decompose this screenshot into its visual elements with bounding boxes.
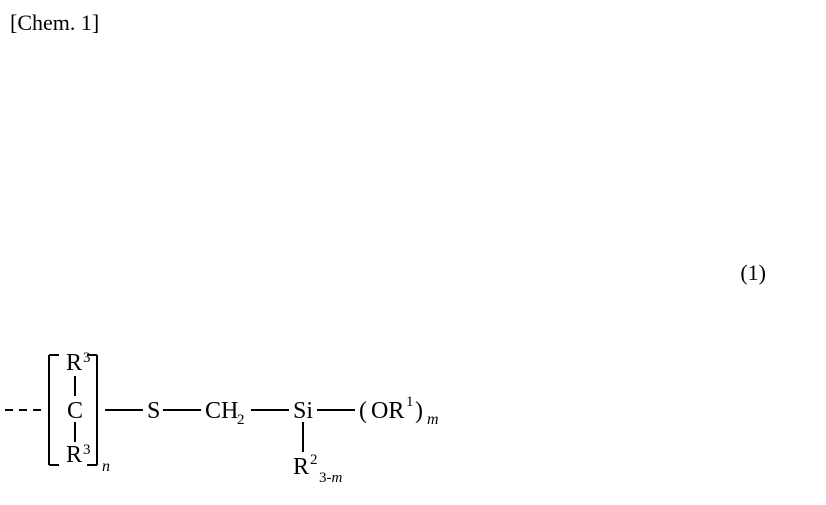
svg-text:m: m — [427, 411, 439, 428]
svg-text:1: 1 — [406, 394, 414, 410]
svg-text:R: R — [293, 454, 309, 480]
chemical-structure-diagram: R3CR3nSCH2Si(OR1)mR23-m — [0, 300, 600, 505]
svg-text:3: 3 — [83, 442, 91, 458]
chem-label: [Chem. 1] — [10, 10, 99, 36]
svg-text:(: ( — [359, 398, 367, 424]
svg-text:2: 2 — [237, 412, 245, 428]
svg-text:R: R — [66, 350, 82, 376]
svg-text:n: n — [102, 458, 110, 475]
svg-text:3-m: 3-m — [319, 470, 343, 486]
equation-number: (1) — [740, 260, 766, 286]
svg-text:): ) — [415, 398, 423, 424]
svg-text:CH: CH — [205, 398, 238, 424]
svg-text:2: 2 — [310, 452, 318, 468]
svg-text:C: C — [67, 398, 83, 424]
svg-text:Si: Si — [293, 398, 313, 424]
svg-text:OR: OR — [371, 398, 404, 424]
svg-text:R: R — [66, 442, 82, 468]
svg-text:3: 3 — [83, 350, 91, 366]
svg-text:S: S — [147, 398, 160, 424]
